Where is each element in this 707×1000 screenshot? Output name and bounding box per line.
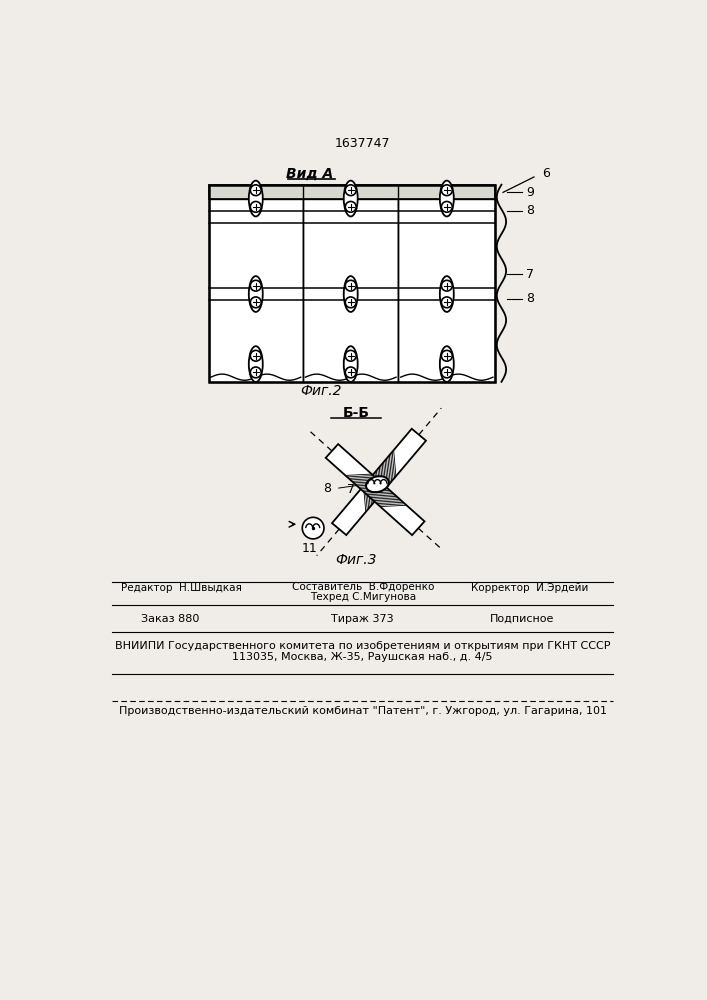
Circle shape xyxy=(345,185,356,196)
Circle shape xyxy=(441,185,452,196)
Ellipse shape xyxy=(366,476,389,492)
Polygon shape xyxy=(326,444,424,535)
Ellipse shape xyxy=(440,276,454,312)
Circle shape xyxy=(345,201,356,212)
Circle shape xyxy=(441,350,452,361)
Text: Корректор  И.Эрдейи: Корректор И.Эрдейи xyxy=(472,583,589,593)
Text: Техред С.Мигунова: Техред С.Мигунова xyxy=(310,592,416,602)
Bar xyxy=(303,199,398,382)
Ellipse shape xyxy=(249,346,263,382)
Circle shape xyxy=(345,280,356,291)
Text: 11: 11 xyxy=(301,542,317,555)
Ellipse shape xyxy=(440,181,454,216)
Text: Вид А: Вид А xyxy=(286,167,333,181)
Text: 7: 7 xyxy=(347,483,356,496)
Circle shape xyxy=(441,297,452,308)
Text: 8: 8 xyxy=(323,482,331,495)
Text: Подписное: Подписное xyxy=(490,614,554,624)
Text: 1637747: 1637747 xyxy=(335,137,390,150)
Circle shape xyxy=(250,367,261,378)
Text: 7: 7 xyxy=(526,267,534,280)
Text: Производственно-издательский комбинат "Патент", г. Ужгород, ул. Гагарина, 101: Производственно-издательский комбинат "П… xyxy=(119,706,607,716)
Text: Б-Б: Б-Б xyxy=(342,406,369,420)
Circle shape xyxy=(250,350,261,361)
Bar xyxy=(209,185,495,199)
Polygon shape xyxy=(332,429,426,535)
Text: 9: 9 xyxy=(526,186,534,199)
Ellipse shape xyxy=(440,346,454,382)
Circle shape xyxy=(345,297,356,308)
Ellipse shape xyxy=(249,276,263,312)
Text: 6: 6 xyxy=(542,167,549,180)
Text: Редактор  Н.Швыдкая: Редактор Н.Швыдкая xyxy=(121,583,242,593)
Circle shape xyxy=(250,201,261,212)
Text: 8: 8 xyxy=(526,292,534,305)
Bar xyxy=(209,199,303,382)
Circle shape xyxy=(250,297,261,308)
Circle shape xyxy=(345,350,356,361)
Circle shape xyxy=(303,517,324,539)
Text: Фиг.3: Фиг.3 xyxy=(335,553,377,567)
Text: ВНИИПИ Государственного комитета по изобретениям и открытиям при ГКНТ СССР: ВНИИПИ Государственного комитета по изоб… xyxy=(115,641,610,651)
Circle shape xyxy=(441,367,452,378)
Text: 9: 9 xyxy=(334,457,343,470)
Bar xyxy=(209,185,495,382)
Text: Составитель  В.Фдоренко: Составитель В.Фдоренко xyxy=(291,582,434,592)
Circle shape xyxy=(250,185,261,196)
Text: Заказ 880: Заказ 880 xyxy=(141,614,199,624)
Text: Тираж 373: Тираж 373 xyxy=(332,614,394,624)
Ellipse shape xyxy=(344,346,358,382)
Text: Фиг.2: Фиг.2 xyxy=(300,384,341,398)
Text: 113035, Москва, Ж-35, Раушская наб., д. 4/5: 113035, Москва, Ж-35, Раушская наб., д. … xyxy=(233,652,493,662)
Ellipse shape xyxy=(249,181,263,216)
Ellipse shape xyxy=(344,276,358,312)
Circle shape xyxy=(441,280,452,291)
Bar xyxy=(398,199,495,382)
Circle shape xyxy=(345,367,356,378)
Ellipse shape xyxy=(344,181,358,216)
Circle shape xyxy=(250,280,261,291)
Circle shape xyxy=(441,201,452,212)
Text: 8: 8 xyxy=(526,204,534,217)
